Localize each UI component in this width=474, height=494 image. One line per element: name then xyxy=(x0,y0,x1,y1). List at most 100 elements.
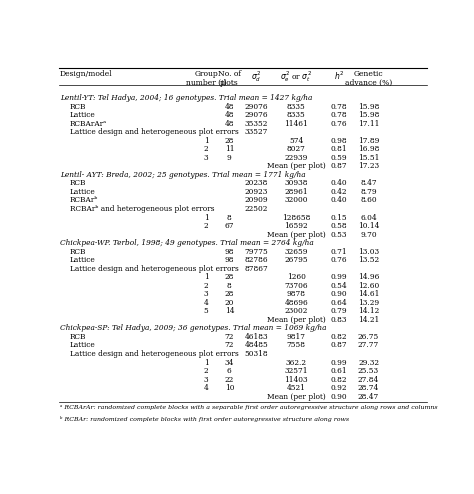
Text: 0.59: 0.59 xyxy=(331,154,347,162)
Text: 26795: 26795 xyxy=(284,256,308,264)
Text: 20: 20 xyxy=(225,299,234,307)
Text: 29.32: 29.32 xyxy=(358,359,379,367)
Text: 28.74: 28.74 xyxy=(358,384,379,392)
Text: 6: 6 xyxy=(227,367,232,375)
Text: 12.60: 12.60 xyxy=(358,282,379,290)
Text: RCBArᵇ and heterogeneous plot errors: RCBArᵇ and heterogeneous plot errors xyxy=(70,205,214,213)
Text: 20923: 20923 xyxy=(245,188,268,196)
Text: 14.12: 14.12 xyxy=(358,307,379,315)
Text: 8: 8 xyxy=(227,213,232,221)
Text: 13.52: 13.52 xyxy=(358,256,379,264)
Text: 0.90: 0.90 xyxy=(331,290,347,298)
Text: 3: 3 xyxy=(204,154,209,162)
Text: 1: 1 xyxy=(204,213,209,221)
Text: 9: 9 xyxy=(227,154,232,162)
Text: 32659: 32659 xyxy=(284,247,308,255)
Text: 2: 2 xyxy=(204,367,209,375)
Text: Lattice design and heterogeneous plot errors: Lattice design and heterogeneous plot er… xyxy=(70,128,238,136)
Text: 4: 4 xyxy=(204,299,209,307)
Text: 0.58: 0.58 xyxy=(331,222,347,230)
Text: 22939: 22939 xyxy=(284,154,308,162)
Text: 8335: 8335 xyxy=(287,103,306,111)
Text: 20909: 20909 xyxy=(244,197,268,205)
Text: 1: 1 xyxy=(204,273,209,281)
Text: Lattice: Lattice xyxy=(70,111,96,119)
Text: 8: 8 xyxy=(227,282,232,290)
Text: 9878: 9878 xyxy=(287,290,306,298)
Text: 15.98: 15.98 xyxy=(358,111,379,119)
Text: 28.47: 28.47 xyxy=(358,393,379,401)
Text: Lentil-YT: Tel Hadya, 2004; 16 genotypes. Trial mean = 1427 kg/ha: Lentil-YT: Tel Hadya, 2004; 16 genotypes… xyxy=(60,94,312,102)
Text: 48: 48 xyxy=(225,120,234,128)
Text: 27.84: 27.84 xyxy=(358,375,379,383)
Text: 48696: 48696 xyxy=(284,299,308,307)
Text: 28: 28 xyxy=(225,273,234,281)
Text: 0.99: 0.99 xyxy=(331,273,347,281)
Text: 0.53: 0.53 xyxy=(331,231,347,239)
Text: 0.71: 0.71 xyxy=(331,247,347,255)
Text: RCB: RCB xyxy=(70,179,86,187)
Text: 0.61: 0.61 xyxy=(331,367,347,375)
Text: 6.04: 6.04 xyxy=(360,213,377,221)
Text: 11403: 11403 xyxy=(284,375,308,383)
Text: 128658: 128658 xyxy=(282,213,310,221)
Text: 28961: 28961 xyxy=(284,188,308,196)
Text: 1: 1 xyxy=(204,359,209,367)
Text: 9.70: 9.70 xyxy=(360,231,377,239)
Text: 8.60: 8.60 xyxy=(360,197,377,205)
Text: RCB: RCB xyxy=(70,103,86,111)
Text: 0.78: 0.78 xyxy=(331,103,347,111)
Text: 29076: 29076 xyxy=(244,103,268,111)
Text: 574: 574 xyxy=(289,137,303,145)
Text: 72: 72 xyxy=(225,341,234,349)
Text: 0.83: 0.83 xyxy=(331,316,347,324)
Text: 73706: 73706 xyxy=(284,282,308,290)
Text: 14.61: 14.61 xyxy=(358,290,379,298)
Text: Mean (per plot): Mean (per plot) xyxy=(267,231,326,239)
Text: Mean (per plot): Mean (per plot) xyxy=(267,316,326,324)
Text: 8335: 8335 xyxy=(287,111,306,119)
Text: Group
number (i): Group number (i) xyxy=(186,70,227,87)
Text: 98: 98 xyxy=(225,256,234,264)
Text: 7558: 7558 xyxy=(287,341,306,349)
Text: 5: 5 xyxy=(204,307,209,315)
Text: 1: 1 xyxy=(204,137,209,145)
Text: 11461: 11461 xyxy=(284,120,308,128)
Text: Mean (per plot): Mean (per plot) xyxy=(267,393,326,401)
Text: 3: 3 xyxy=(204,375,209,383)
Text: No. of
plots: No. of plots xyxy=(218,70,241,87)
Text: 0.76: 0.76 xyxy=(331,120,347,128)
Text: RCBArᵇ: RCBArᵇ xyxy=(70,197,98,205)
Text: 34: 34 xyxy=(225,359,234,367)
Text: Lattice design and heterogeneous plot errors: Lattice design and heterogeneous plot er… xyxy=(70,350,238,358)
Text: 0.40: 0.40 xyxy=(331,179,347,187)
Text: 79775: 79775 xyxy=(244,247,268,255)
Text: 16592: 16592 xyxy=(284,222,308,230)
Text: $\sigma_d^2$: $\sigma_d^2$ xyxy=(251,70,261,84)
Text: 48: 48 xyxy=(225,103,234,111)
Text: Lentil- AYT: Breda, 2002; 25 genotypes. Trial mean = 1771 kg/ha: Lentil- AYT: Breda, 2002; 25 genotypes. … xyxy=(60,171,305,179)
Text: 0.40: 0.40 xyxy=(331,197,347,205)
Text: $h^2$: $h^2$ xyxy=(334,70,345,82)
Text: 0.82: 0.82 xyxy=(331,375,347,383)
Text: Lattice: Lattice xyxy=(70,188,96,196)
Text: 0.87: 0.87 xyxy=(331,341,347,349)
Text: 2: 2 xyxy=(204,282,209,290)
Text: ᵃ RCBArAr: randomized complete blocks with a separable first order autoregressiv: ᵃ RCBArAr: randomized complete blocks wi… xyxy=(60,405,437,410)
Text: 0.90: 0.90 xyxy=(331,393,347,401)
Text: Lattice: Lattice xyxy=(70,341,96,349)
Text: 48485: 48485 xyxy=(244,341,268,349)
Text: 10.14: 10.14 xyxy=(358,222,379,230)
Text: 82786: 82786 xyxy=(244,256,268,264)
Text: 50318: 50318 xyxy=(244,350,268,358)
Text: 32000: 32000 xyxy=(284,197,308,205)
Text: 3: 3 xyxy=(204,290,209,298)
Text: 22502: 22502 xyxy=(245,205,268,213)
Text: 14.21: 14.21 xyxy=(358,316,379,324)
Text: 98: 98 xyxy=(225,247,234,255)
Text: 0.54: 0.54 xyxy=(331,282,347,290)
Text: Design/model: Design/model xyxy=(60,70,112,78)
Text: 10: 10 xyxy=(225,384,234,392)
Text: 14.96: 14.96 xyxy=(358,273,379,281)
Text: 27.77: 27.77 xyxy=(358,341,379,349)
